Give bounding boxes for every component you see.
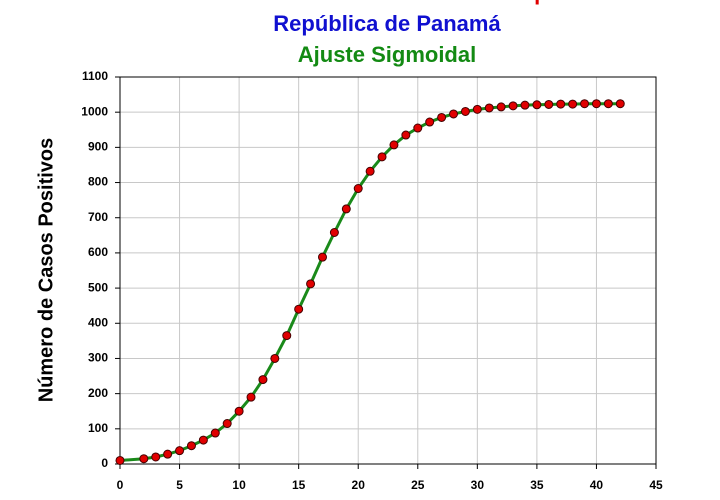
marker — [329, 228, 339, 238]
y-tick-label: 1000 — [81, 104, 108, 118]
marker — [603, 99, 613, 109]
marker — [317, 252, 327, 262]
marker — [556, 99, 566, 109]
y-tick-label: 400 — [88, 315, 108, 329]
x-tick-label: 30 — [471, 478, 485, 492]
marker — [389, 140, 399, 150]
marker — [580, 99, 590, 109]
x-tick-label: 5 — [176, 478, 183, 492]
marker — [198, 435, 208, 445]
x-tick-label: 40 — [590, 478, 604, 492]
marker — [508, 101, 518, 111]
y-tick-label: 500 — [88, 280, 108, 294]
marker — [532, 100, 542, 110]
marker — [437, 112, 447, 122]
marker — [175, 446, 185, 456]
x-tick-label: 35 — [530, 478, 544, 492]
y-axis-label: Número de Casos Positivos — [35, 138, 57, 403]
marker — [449, 109, 459, 119]
marker — [460, 106, 470, 116]
marker — [615, 99, 625, 109]
chart-title: Casos de Coronavirus vs Tiempo — [213, 0, 561, 5]
marker — [377, 152, 387, 162]
marker — [353, 184, 363, 194]
marker — [222, 419, 232, 429]
marker — [472, 104, 482, 114]
marker — [341, 204, 351, 214]
y-tick-label: 0 — [101, 456, 108, 470]
marker — [246, 392, 256, 402]
marker — [163, 449, 173, 459]
marker — [139, 454, 149, 464]
x-tick-label: 45 — [649, 478, 663, 492]
marker — [496, 102, 506, 112]
x-tick-label: 10 — [232, 478, 246, 492]
marker — [425, 117, 435, 127]
y-tick-label: 700 — [88, 210, 108, 224]
marker — [186, 441, 196, 451]
marker — [234, 406, 244, 416]
marker — [520, 100, 530, 110]
marker — [591, 99, 601, 109]
marker — [115, 455, 125, 465]
plot-frame — [119, 76, 657, 465]
marker — [365, 166, 375, 176]
marker — [568, 99, 578, 109]
marker — [401, 130, 411, 140]
marker — [294, 304, 304, 314]
y-tick-label: 100 — [88, 421, 108, 435]
marker — [151, 452, 161, 462]
marker — [306, 279, 316, 289]
x-tick-label: 0 — [117, 478, 124, 492]
chart-title: República de Panamá — [273, 11, 501, 36]
marker — [270, 353, 280, 363]
y-tick-label: 200 — [88, 386, 108, 400]
marker — [210, 428, 220, 438]
y-tick-label: 900 — [88, 140, 108, 154]
y-tick-label: 300 — [88, 351, 108, 365]
marker — [484, 103, 494, 113]
x-tick-label: 15 — [292, 478, 306, 492]
marker — [282, 331, 292, 341]
y-tick-label: 600 — [88, 245, 108, 259]
marker — [413, 123, 423, 133]
marker — [544, 99, 554, 109]
x-tick-label: 25 — [411, 478, 425, 492]
marker — [258, 375, 268, 385]
y-tick-label: 1100 — [82, 69, 108, 83]
y-tick-label: 800 — [88, 175, 108, 189]
x-tick-label: 20 — [352, 478, 366, 492]
chart-title: Ajuste Sigmoidal — [298, 42, 476, 67]
